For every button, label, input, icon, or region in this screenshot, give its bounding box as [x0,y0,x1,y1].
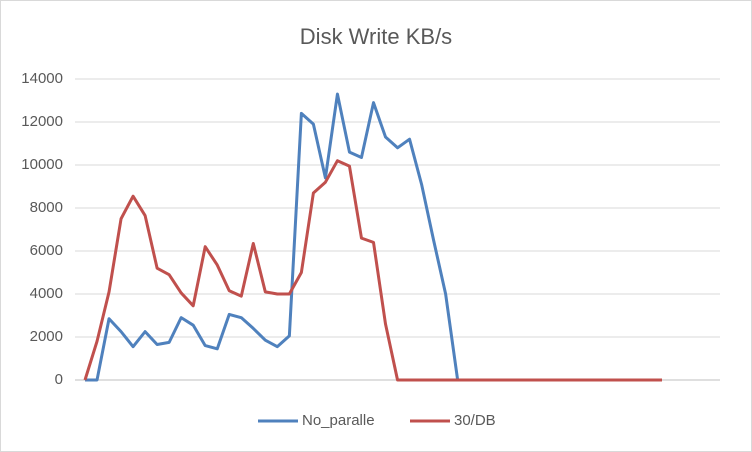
y-tick-label: 10000 [21,156,63,173]
y-tick-label: 6000 [30,242,63,259]
legend-label: 30/DB [454,412,496,429]
y-tick-label: 2000 [30,328,63,345]
chart-title: Disk Write KB/s [300,24,452,49]
series-line [83,159,662,382]
y-tick-label: 12000 [21,113,63,130]
y-tick-label: 0 [55,371,63,388]
y-tick-label: 8000 [30,199,63,216]
y-tick-label: 4000 [30,285,63,302]
y-tick-label: 14000 [21,70,63,87]
legend-label: No_paralle [302,412,375,429]
